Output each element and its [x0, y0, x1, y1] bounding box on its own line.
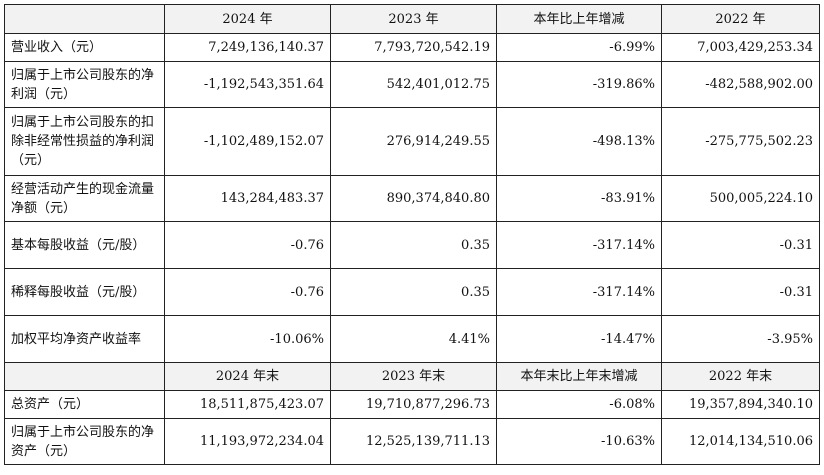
value-change: -498.13%	[496, 107, 662, 176]
header-cell-2024: 2024 年	[164, 4, 331, 34]
table-row-revenue: 营业收入（元） 7,249,136,140.37 7,793,720,542.1…	[4, 33, 820, 62]
header-cell-2022-end: 2022 年末	[661, 362, 820, 391]
row-label: 稀释每股收益（元/股）	[4, 268, 165, 316]
row-label: 经营活动产生的现金流量净额（元）	[4, 175, 165, 222]
value-2023: 542,401,012.75	[330, 61, 497, 108]
table-row-weighted-roe: 加权平均净资产收益率 -10.06% 4.41% -14.47% -3.95%	[4, 315, 820, 363]
header-cell-change-end: 本年末比上年末增减	[496, 362, 662, 391]
table-row-basic-eps: 基本每股收益（元/股） -0.76 0.35 -317.14% -0.31	[4, 221, 820, 269]
value-2024-end: 11,193,972,234.04	[164, 418, 331, 465]
value-2022-end: 12,014,134,510.06	[661, 418, 820, 465]
value-change: -6.99%	[496, 33, 662, 62]
value-2024: 7,249,136,140.37	[164, 33, 331, 62]
value-2024: -10.06%	[164, 315, 331, 363]
value-2022-end: 19,357,894,340.10	[661, 390, 820, 419]
value-change-end: -6.08%	[496, 390, 662, 419]
table-row-net-profit-excl-nonrecurring: 归属于上市公司股东的扣除非经常性损益的净利润（元） -1,102,489,152…	[4, 107, 820, 176]
header-row-annual: 2024 年 2023 年 本年比上年增减 2022 年	[4, 4, 820, 34]
value-2024: -0.76	[164, 268, 331, 316]
value-change: -317.14%	[496, 221, 662, 269]
header-cell-change: 本年比上年增减	[496, 4, 662, 34]
value-change: -14.47%	[496, 315, 662, 363]
header-cell-2024-end: 2024 年末	[164, 362, 331, 391]
value-2024: -1,102,489,152.07	[164, 107, 331, 176]
value-2023-end: 19,710,877,296.73	[330, 390, 497, 419]
table-row-operating-cash-flow: 经营活动产生的现金流量净额（元） 143,284,483.37 890,374,…	[4, 175, 820, 222]
table-row-net-profit: 归属于上市公司股东的净利润（元） -1,192,543,351.64 542,4…	[4, 61, 820, 108]
value-2023: 0.35	[330, 221, 497, 269]
header-cell-blank	[4, 362, 165, 391]
row-label: 总资产（元）	[4, 390, 165, 419]
value-2024: -0.76	[164, 221, 331, 269]
row-label: 基本每股收益（元/股）	[4, 221, 165, 269]
value-change: -83.91%	[496, 175, 662, 222]
value-2022: -0.31	[661, 268, 820, 316]
value-2022: -0.31	[661, 221, 820, 269]
value-2024: -1,192,543,351.64	[164, 61, 331, 108]
value-2023: 4.41%	[330, 315, 497, 363]
value-2022: 500,005,224.10	[661, 175, 820, 222]
value-2022: -3.95%	[661, 315, 820, 363]
header-row-year-end: 2024 年末 2023 年末 本年末比上年末增减 2022 年末	[4, 362, 820, 391]
value-change: -319.86%	[496, 61, 662, 108]
value-2023: 890,374,840.80	[330, 175, 497, 222]
value-change: -317.14%	[496, 268, 662, 316]
row-label: 加权平均净资产收益率	[4, 315, 165, 363]
value-2023: 0.35	[330, 268, 497, 316]
value-2023: 276,914,249.55	[330, 107, 497, 176]
header-cell-blank	[4, 4, 165, 34]
value-2023-end: 12,525,139,711.13	[330, 418, 497, 465]
financial-summary-table: 2024 年 2023 年 本年比上年增减 2022 年 营业收入（元） 7,2…	[4, 4, 820, 465]
table-row-diluted-eps: 稀释每股收益（元/股） -0.76 0.35 -317.14% -0.31	[4, 268, 820, 316]
value-2022: -275,775,502.23	[661, 107, 820, 176]
value-2022: 7,003,429,253.34	[661, 33, 820, 62]
value-2023: 7,793,720,542.19	[330, 33, 497, 62]
table-row-net-assets: 归属于上市公司股东的净资产（元） 11,193,972,234.04 12,52…	[4, 418, 820, 465]
value-2024: 143,284,483.37	[164, 175, 331, 222]
financial-table-container: 2024 年 2023 年 本年比上年增减 2022 年 营业收入（元） 7,2…	[4, 4, 820, 465]
header-cell-2023: 2023 年	[330, 4, 497, 34]
row-label: 营业收入（元）	[4, 33, 165, 62]
header-cell-2022: 2022 年	[661, 4, 820, 34]
row-label: 归属于上市公司股东的扣除非经常性损益的净利润（元）	[4, 107, 165, 176]
header-cell-2023-end: 2023 年末	[330, 362, 497, 391]
row-label: 归属于上市公司股东的净利润（元）	[4, 61, 165, 108]
table-row-total-assets: 总资产（元） 18,511,875,423.07 19,710,877,296.…	[4, 390, 820, 419]
value-2022: -482,588,902.00	[661, 61, 820, 108]
row-label: 归属于上市公司股东的净资产（元）	[4, 418, 165, 465]
value-2024-end: 18,511,875,423.07	[164, 390, 331, 419]
value-change-end: -10.63%	[496, 418, 662, 465]
